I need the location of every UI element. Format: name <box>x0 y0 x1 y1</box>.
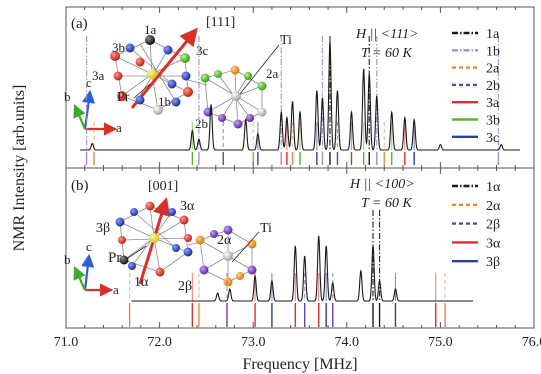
x-tick-label: 73.0 <box>241 335 266 350</box>
ti-label-b: Ti <box>260 221 272 236</box>
legend-entry-1b: 1b <box>486 44 500 59</box>
calculated-lines-a <box>85 36 500 165</box>
x-axis-label: Frequency [MHz] <box>242 356 357 373</box>
experimental-spectrum-line <box>131 235 474 302</box>
site-label-1a: 1a <box>144 22 157 37</box>
legend-a: 1a 1b 2a 2b 3a 3b 3c <box>452 27 500 146</box>
legend-entry-2β: 2β <box>486 218 500 233</box>
site-label-3c: 3c <box>196 43 209 58</box>
calculated-lines-b <box>128 210 446 327</box>
ti-label-a: Ti <box>280 33 292 48</box>
site-label-1b: 1b <box>158 94 171 109</box>
legend-entry-3α: 3α <box>486 236 501 251</box>
site-label-2beta: 2β <box>178 279 192 294</box>
spectrum-a <box>80 41 520 151</box>
crystal-structure-b: [001] 3α 3β 2α 1α 2β Ti Pr a b c <box>64 179 272 297</box>
legend-entry-3a: 3a <box>486 96 500 111</box>
legend-entry-3β: 3β <box>486 255 500 270</box>
direction-111-label: [111] <box>206 15 235 30</box>
legend-entry-1α: 1α <box>486 180 501 195</box>
x-tick-label: 72.0 <box>147 335 172 350</box>
legend-entry-2α: 2α <box>486 199 501 214</box>
site-label-3beta: 3β <box>96 221 110 236</box>
site-label-2alpha: 2α <box>217 233 232 248</box>
legend-entry-2a: 2a <box>486 62 500 77</box>
panel-a-temp-label: T = 60 K <box>361 46 412 61</box>
x-tick-label: 74.0 <box>335 335 360 350</box>
legend-entry-3c: 3c <box>486 131 499 146</box>
panel-a-field-label: H || <111> <box>355 27 419 42</box>
site-label-2b: 2b <box>195 116 208 131</box>
site-label-2a: 2a <box>266 66 279 81</box>
panel-b-field-label: H || <100> <box>349 177 415 192</box>
experimental-spectrum-line <box>80 41 520 151</box>
site-label-1alpha: 1α <box>134 275 149 290</box>
axis-b-label-a: b <box>64 89 71 104</box>
direction-001-label: [001] <box>148 179 178 194</box>
spectrum-b <box>131 235 474 302</box>
x-tick-label: 75.0 <box>428 335 453 350</box>
pr-label-a: Pr <box>117 90 130 105</box>
pr-label-b: Pr <box>108 250 121 266</box>
site-label-3b: 3b <box>112 40 125 55</box>
axis-b-label-b: b <box>64 252 71 267</box>
crystal-structure-a: 1a 3b 3a 3c 1b 2a 2b [111] Ti Pr a b c <box>64 15 292 136</box>
site-label-3a: 3a <box>92 68 105 83</box>
y-axis-label: NMR Intensity [arb.units] <box>11 85 28 252</box>
panel-b-frame <box>65 167 535 329</box>
legend-entry-2b: 2b <box>486 79 500 94</box>
legend-entry-3b: 3b <box>486 114 500 129</box>
axis-a-label-a: a <box>116 120 122 135</box>
panel-a-label: (a) <box>71 16 88 32</box>
panel-b-temp-label: T = 60 K <box>361 196 412 211</box>
site-label-3alpha: 3α <box>180 199 195 214</box>
axis-c-label-a: c <box>86 75 92 90</box>
x-tick-label: 71.0 <box>54 335 79 350</box>
legend-entry-1a: 1a <box>486 27 500 42</box>
direction-111-arrow <box>130 27 198 109</box>
x-tick-label: 76.0 <box>522 335 541 350</box>
legend-b: 1α 2α 2β 3α 3β <box>452 180 501 270</box>
axis-a-label-b: a <box>113 282 119 297</box>
x-axis: 71.0 72.0 73.0 74.0 75.0 76.0 <box>54 7 541 350</box>
axis-c-label-b: c <box>86 239 92 254</box>
panel-b-label: (b) <box>71 178 89 194</box>
